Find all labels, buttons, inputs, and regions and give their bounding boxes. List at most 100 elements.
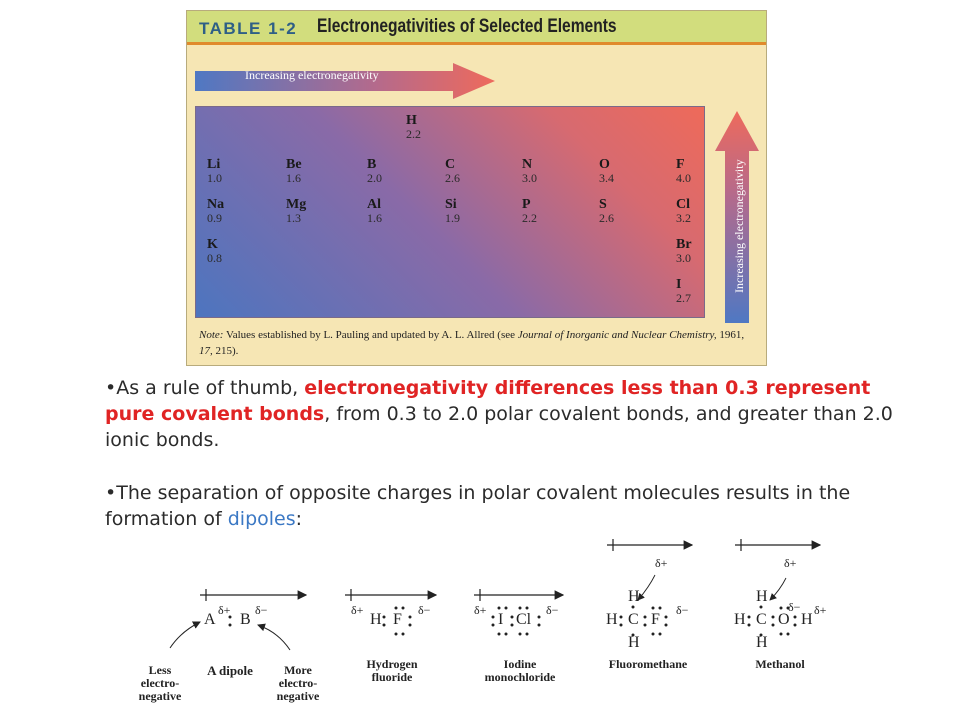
ch3f-arrow-icon	[607, 539, 694, 551]
bullet-2-prefix: •The separation of opposite charges in p…	[105, 482, 851, 530]
element-symbol: F	[676, 157, 685, 172]
element-symbol: C	[445, 157, 456, 172]
lone-pair-dots	[228, 605, 797, 637]
element-cell-be: Be 1.6	[286, 157, 302, 186]
bullet-2-highlight: dipoles	[227, 508, 296, 530]
element-value: 2.0	[367, 171, 382, 186]
icl-atom-cl: Cl	[516, 611, 532, 628]
element-symbol: Al	[367, 197, 381, 212]
element-value: 1.6	[367, 211, 382, 226]
hf-atom-h: H	[370, 611, 382, 628]
element-cell-al: Al 1.6	[367, 197, 382, 226]
element-value: 3.0	[676, 251, 691, 266]
ch3f-delta-pointer-icon	[637, 574, 656, 601]
dipole-atom-b: B	[240, 611, 251, 628]
element-value: 2.6	[599, 211, 614, 226]
ch3oh-delta-plus: δ+	[784, 556, 797, 570]
ch3oh-delta-minus: δ−	[788, 600, 801, 614]
ch3f-atom-c: C	[628, 611, 639, 628]
element-cell-n: N 3.0	[522, 157, 537, 186]
element-value: 1.0	[207, 171, 222, 186]
icl-arrow-icon	[474, 589, 565, 601]
hf-delta-minus: δ−	[418, 603, 431, 617]
element-symbol: Si	[445, 197, 457, 212]
element-symbol: Na	[207, 197, 225, 212]
ch3oh-atom-h-right: H	[801, 611, 813, 628]
element-cell-h: H 2.2	[406, 113, 421, 142]
bullet-1-highlight: electronegativity differences less than …	[105, 377, 871, 425]
element-value: 2.7	[676, 291, 691, 306]
element-value: 0.8	[207, 251, 222, 266]
element-symbol: H	[406, 113, 417, 128]
ch3oh-delta-pointer-icon	[769, 577, 787, 601]
element-cell-f: F 4.0	[676, 157, 691, 186]
ch3oh-atom-c: C	[756, 611, 767, 628]
ch3oh-atom-h-left: H	[734, 611, 746, 628]
element-cell-i: I 2.7	[676, 277, 691, 306]
element-value: 0.9	[207, 211, 222, 226]
element-value: 3.2	[676, 211, 691, 226]
note-volume: 17,	[199, 345, 213, 357]
element-value: 2.2	[406, 127, 421, 142]
hf-delta-plus: δ+	[351, 603, 364, 617]
horizontal-arrow-icon	[195, 63, 495, 99]
element-cell-br: Br 3.0	[676, 237, 692, 266]
a-dipole-caption: A dipole	[207, 663, 253, 678]
ch3f-atom-h-top: H	[628, 588, 640, 605]
ch3oh-arrow-icon	[735, 539, 822, 551]
less-electronegative-pointer-icon	[169, 621, 201, 649]
element-value: 2.2	[522, 211, 537, 226]
bullet-1-suffix: , from 0.3 to 2.0 polar covalent bonds, …	[105, 403, 893, 451]
element-value: 3.0	[522, 171, 537, 186]
ch3oh-caption: Methanol	[755, 657, 805, 671]
bullet-2-suffix: :	[295, 508, 303, 530]
icl-atom-i: I	[498, 611, 504, 628]
element-value: 1.3	[286, 211, 301, 226]
icl-delta-minus: δ−	[546, 603, 559, 617]
element-cell-cl: Cl 3.2	[676, 197, 691, 226]
table-tag: TABLE 1-2	[199, 19, 298, 38]
note-journal: Journal of Inorganic and Nuclear Chemist…	[517, 329, 717, 341]
element-symbol: P	[522, 197, 531, 212]
element-symbol: O	[599, 157, 610, 172]
more-electronegative-pointer-icon	[257, 623, 291, 651]
element-cell-si: Si 1.9	[445, 197, 460, 226]
note-text-3: 215).	[212, 345, 239, 357]
element-cell-p: P 2.2	[522, 197, 537, 226]
table-header: TABLE 1-2 Electronegativities of Selecte…	[187, 11, 766, 45]
ch3f-atom-h-left: H	[606, 611, 618, 628]
less-electronegative-caption: Less electro- negative	[138, 663, 182, 703]
element-symbol: Br	[676, 237, 692, 252]
element-cell-c: C 2.6	[445, 157, 460, 186]
element-grid: H 2.2 Li 1.0 Be 1.6 B 2.0 C 2.6 N 3.0 O …	[195, 106, 705, 318]
ch3oh-atom-h-bottom: H	[756, 634, 768, 651]
element-cell-b: B 2.0	[367, 157, 382, 186]
ch3f-delta-plus: δ+	[655, 556, 668, 570]
element-cell-o: O 3.4	[599, 157, 614, 186]
hf-caption: Hydrogen fluoride	[366, 657, 418, 684]
element-cell-mg: Mg 1.3	[286, 197, 306, 226]
element-value: 3.4	[599, 171, 614, 186]
note-text-1: Values established by L. Pauling and upd…	[223, 329, 518, 341]
element-cell-k: K 0.8	[207, 237, 222, 266]
element-symbol: N	[522, 157, 533, 172]
more-electronegative-caption: More electro- negative	[276, 663, 320, 703]
element-symbol: I	[676, 277, 682, 292]
note-label: Note:	[199, 329, 224, 341]
dipole-delta-minus: δ−	[255, 603, 268, 617]
hf-arrow-icon	[345, 589, 438, 601]
table-note: Note: Values established by L. Pauling a…	[199, 327, 759, 359]
vertical-arrow-icon	[715, 111, 759, 323]
horizontal-arrow-label: Increasing electronegativity	[245, 68, 379, 82]
element-symbol: B	[367, 157, 377, 172]
element-value: 1.6	[286, 171, 301, 186]
bullet-dipoles: •The separation of opposite charges in p…	[105, 480, 895, 532]
dipole-atom-a: A	[204, 611, 216, 628]
element-cell-s: S 2.6	[599, 197, 614, 226]
element-value: 4.0	[676, 171, 691, 186]
dipole-arrow-icon	[200, 589, 308, 601]
element-value: 2.6	[445, 171, 460, 186]
ch3oh-atom-o: O	[778, 611, 790, 628]
icl-caption: Iodine monochloride	[484, 657, 556, 684]
